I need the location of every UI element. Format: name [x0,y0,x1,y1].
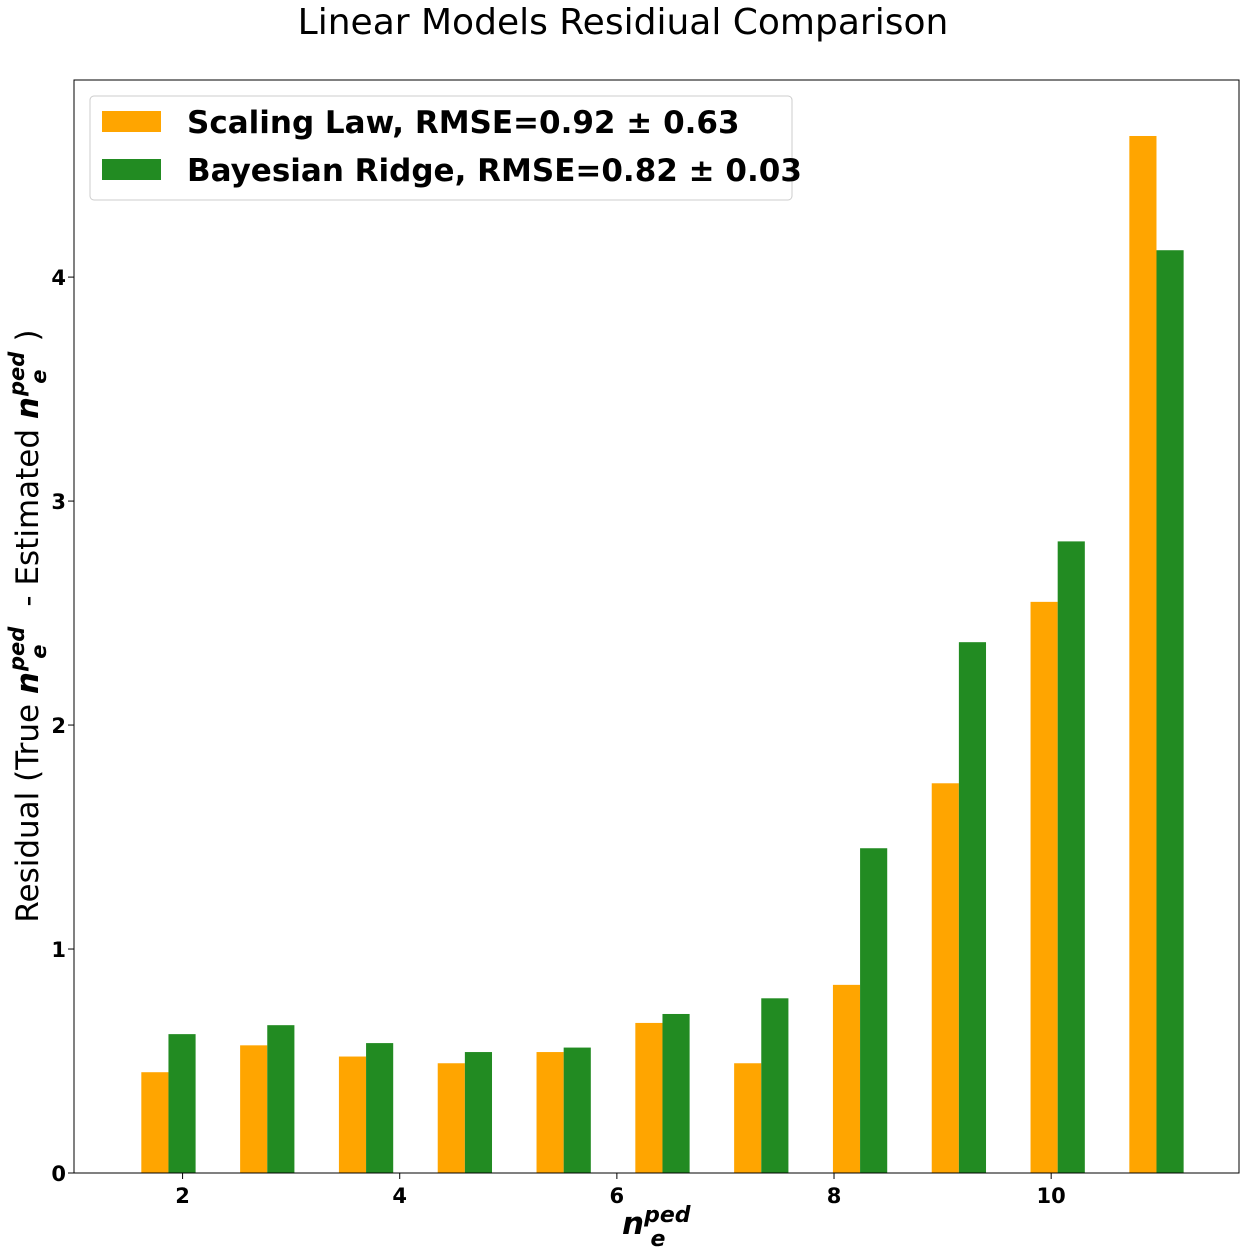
chart-title: Linear Models Residiual Comparison [298,2,949,43]
bar-bayesian-ridge-6 [662,1013,690,1173]
bar-scaling-law-7 [734,1063,762,1173]
x-tick-label: 4 [392,1184,407,1208]
bar-scaling-law-11 [1129,135,1157,1173]
x-axis-label: nped e [622,1203,691,1252]
bar-scaling-law-2 [240,1045,268,1173]
y-tick-label: 3 [51,490,66,514]
x-tick-label: 10 [1037,1184,1066,1208]
y-tick-label: 0 [51,1162,66,1186]
bar-scaling-law-5 [536,1052,564,1173]
bar-bayesian-ridge-3 [366,1043,394,1173]
legend-label-bayesian-ridge: Bayesian Ridge, RMSE=0.82 ± 0.03 [187,153,802,189]
bar-bayesian-ridge-8 [860,848,888,1173]
bar-scaling-law-1 [141,1072,169,1173]
bar-bayesian-ridge-5 [563,1047,591,1173]
x-tick-label: 6 [610,1184,625,1208]
y-tick-label: 4 [51,266,66,290]
y-axis-ticks: 0 1 2 3 4 [51,266,74,1186]
bar-bayesian-ridge-9 [958,642,987,1173]
bar-scaling-law-3 [338,1056,367,1173]
x-tick-label: 8 [827,1184,842,1208]
y-tick-label: 2 [51,714,66,738]
x-axis-ticks: 2 4 6 8 10 [175,1173,1066,1208]
legend-swatch-bayesian-ridge [102,159,161,180]
bar-bayesian-ridge-2 [267,1025,295,1173]
bar-bayesian-ridge-7 [761,998,789,1173]
x-tick-label: 2 [175,1184,190,1208]
bar-bayesian-ridge-4 [464,1052,493,1173]
bars-group [141,135,1184,1173]
legend: Scaling Law, RMSE=0.92 ± 0.63 Bayesian R… [89,95,802,201]
bar-scaling-law-10 [1030,601,1058,1173]
bar-scaling-law-4 [437,1063,465,1173]
bar-bayesian-ridge-11 [1156,250,1184,1173]
plot-area-frame [73,79,1240,1174]
legend-box [89,95,793,201]
y-tick-label: 1 [51,938,66,962]
legend-label-scaling-law: Scaling Law, RMSE=0.92 ± 0.63 [187,105,740,141]
ylabel-prefix: Residual (True [10,694,46,923]
bar-bayesian-ridge-10 [1057,541,1085,1173]
y-axis-label: Residual (True npede - Estimated npede) [5,329,51,922]
bar-scaling-law-8 [832,984,861,1173]
legend-swatch-scaling-law [102,111,161,132]
bar-scaling-law-9 [931,783,959,1173]
bar-bayesian-ridge-1 [168,1034,196,1173]
bar-scaling-law-6 [635,1022,663,1173]
